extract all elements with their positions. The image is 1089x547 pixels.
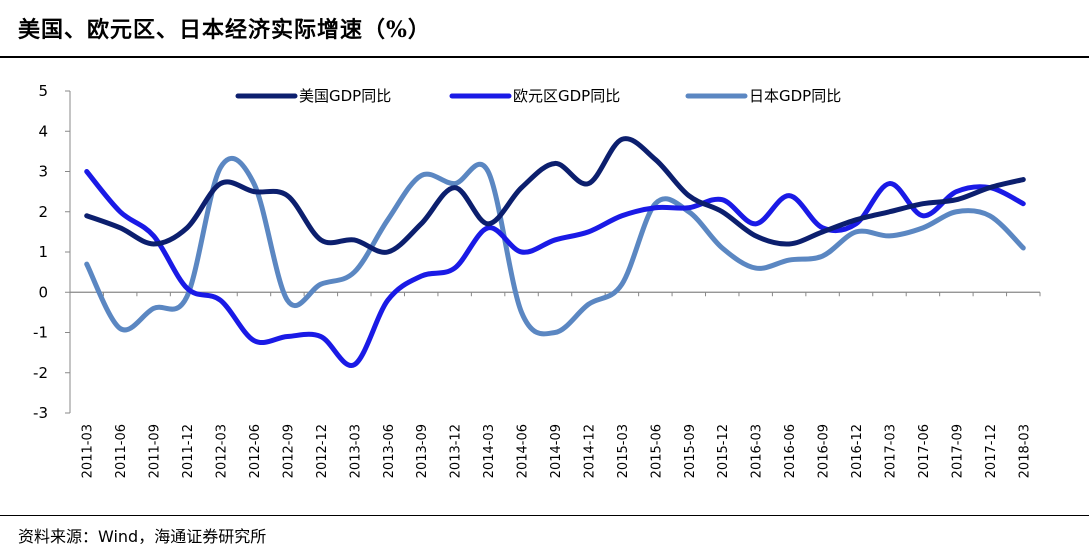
chart-title: 美国、欧元区、日本经济实际增速（%） <box>18 17 431 43</box>
x-tick-label: 2017-12 <box>984 424 999 478</box>
x-tick-label: 2015-03 <box>616 424 631 478</box>
series-line-japan <box>84 155 1026 337</box>
x-tick-label: 2012-12 <box>315 424 330 478</box>
x-tick-label: 2012-03 <box>215 424 230 478</box>
series-lines <box>84 136 1026 368</box>
bottom-rule <box>0 515 1089 516</box>
x-tick-label: 2013-06 <box>382 424 397 478</box>
y-tick-label: -1 <box>33 324 48 342</box>
x-tick-label: 2011-06 <box>114 424 129 478</box>
y-tick-label: 0 <box>38 283 48 301</box>
x-tick-label: 2014-06 <box>516 424 531 478</box>
x-tick-label: 2011-12 <box>181 424 196 478</box>
x-tick-label: 2015-09 <box>683 424 698 478</box>
legend-label-euro: 欧元区GDP同比 <box>513 87 620 105</box>
x-tick-label: 2016-12 <box>850 424 865 478</box>
legend-label-japan: 日本GDP同比 <box>749 87 841 105</box>
legend-label-us: 美国GDP同比 <box>299 87 391 105</box>
y-tick-label: 5 <box>38 82 48 100</box>
y-axis: 5 4 3 2 1 0 -1 -2 -3 <box>33 82 71 422</box>
x-tick-label: 2016-03 <box>750 424 765 478</box>
x-tick-label: 2012-06 <box>248 424 263 478</box>
series-line-euro <box>84 169 1026 368</box>
y-tick-label: 4 <box>38 122 48 140</box>
x-tick-label: 2014-12 <box>582 424 597 478</box>
x-tick-label: 2015-12 <box>716 424 731 478</box>
x-tick-label: 2011-09 <box>148 424 163 478</box>
x-tick-label: 2017-06 <box>917 424 932 478</box>
series-line-us <box>84 136 1026 255</box>
x-tick-label: 2013-09 <box>415 424 430 478</box>
y-tick-label: 3 <box>38 163 48 181</box>
x-tick-label: 2017-09 <box>950 424 965 478</box>
y-tick-label: 1 <box>38 243 48 261</box>
y-tick-label: 2 <box>38 203 48 221</box>
x-tick-label: 2014-03 <box>482 424 497 478</box>
y-tick-label: -3 <box>33 404 48 422</box>
x-tick-label: 2011-03 <box>81 424 96 478</box>
x-tick-label: 2016-06 <box>783 424 798 478</box>
x-axis: 2011-03 2011-06 2011-09 2011-12 2012-03 2012-… <box>69 291 1041 478</box>
x-tick-label: 2013-12 <box>449 424 464 478</box>
x-tick-label: 2013-03 <box>348 424 363 478</box>
x-tick-label: 2015-06 <box>649 424 664 478</box>
x-tick-label: 2017-03 <box>883 424 898 478</box>
x-tick-label: 2016-09 <box>817 424 832 478</box>
legend: 美国GDP同比 欧元区GDP同比 日本GDP同比 <box>235 87 841 105</box>
source-note: 资料来源：Wind，海通证券研究所 <box>18 527 267 546</box>
x-tick-label: 2018-03 <box>1017 424 1032 478</box>
x-tick-label: 2012-09 <box>281 424 296 478</box>
top-rule <box>0 56 1089 58</box>
x-tick-label: 2014-09 <box>549 424 564 478</box>
y-tick-label: -2 <box>33 364 48 382</box>
